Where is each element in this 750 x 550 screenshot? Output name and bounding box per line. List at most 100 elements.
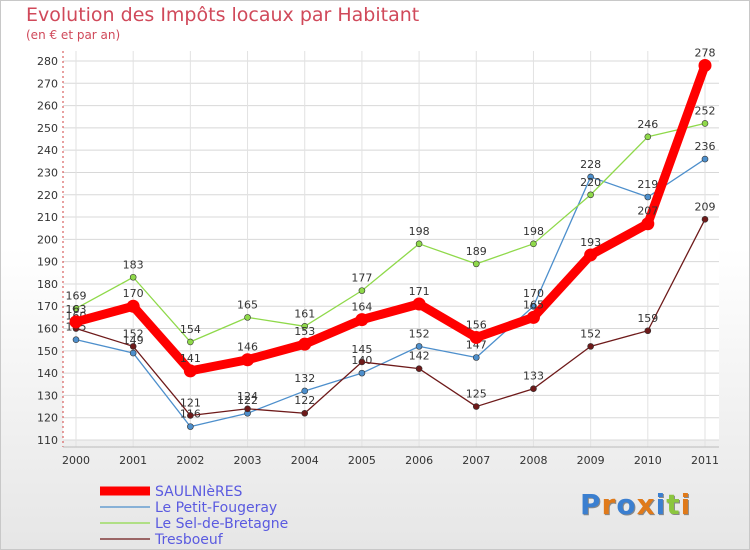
y-tick-label: 190 — [37, 256, 58, 269]
series-line — [75, 122, 706, 343]
data-point — [469, 330, 483, 344]
x-tick-label: 2009 — [577, 454, 605, 467]
series-line — [75, 218, 706, 417]
data-point — [301, 409, 309, 417]
y-tick-label: 130 — [37, 389, 58, 402]
y-tick-label: 260 — [37, 100, 58, 113]
series-tresboeuf: 160152121124122145142125133152159209 — [66, 200, 716, 419]
data-point — [187, 423, 194, 430]
chart-subtitle: (en € et par an) — [26, 28, 121, 42]
data-label: 177 — [351, 272, 372, 285]
data-point — [129, 343, 137, 350]
data-point — [187, 338, 194, 346]
y-tick-label: 280 — [37, 55, 58, 68]
data-label: 142 — [409, 350, 430, 363]
x-tick-label: 2007 — [462, 454, 490, 467]
data-point — [72, 336, 80, 343]
data-point — [644, 133, 652, 141]
data-point — [72, 305, 80, 312]
data-label: 152 — [409, 327, 430, 340]
data-label: 154 — [180, 323, 201, 336]
data-label: 246 — [637, 118, 658, 131]
data-point — [126, 299, 140, 313]
data-point — [701, 155, 709, 163]
x-tick-label: 2000 — [62, 454, 90, 467]
data-label: 156 — [466, 318, 487, 331]
legend-item: Le Sel-de-Bretagne — [100, 516, 288, 532]
data-point — [587, 191, 594, 199]
data-label: 220 — [580, 176, 601, 189]
data-label: 165 — [237, 298, 258, 311]
data-label: 152 — [580, 327, 601, 340]
x-tick-label: 2002 — [176, 454, 204, 467]
y-tick-label: 200 — [37, 233, 58, 246]
legend-label: SAULNIèRES — [155, 484, 243, 500]
data-label: 159 — [637, 312, 658, 325]
legend-item: Tresboeuf — [100, 532, 224, 548]
data-point — [587, 173, 594, 181]
data-label: 152 — [123, 327, 144, 340]
data-point — [698, 58, 712, 72]
x-tick-label: 2008 — [519, 454, 547, 467]
y-tick-label: 250 — [37, 122, 58, 135]
data-point — [644, 327, 652, 335]
y-tick-label: 240 — [37, 144, 58, 157]
data-label: 146 — [237, 341, 258, 354]
data-point — [415, 343, 423, 350]
y-tick-label: 220 — [37, 189, 58, 202]
data-label: 122 — [294, 394, 315, 407]
data-label: 121 — [180, 396, 201, 409]
legend-label: Tresboeuf — [154, 532, 224, 548]
data-point — [415, 365, 423, 372]
data-label: 122 — [237, 394, 258, 407]
y-tick-label: 140 — [37, 367, 58, 380]
x-tick-label: 2011 — [691, 454, 719, 467]
data-point — [69, 315, 83, 329]
proxiti-logo: Proxiti — [580, 488, 692, 521]
data-point — [587, 343, 594, 350]
data-label: 209 — [695, 200, 716, 213]
data-point — [530, 302, 537, 310]
data-label: 125 — [466, 388, 487, 401]
data-point — [701, 215, 709, 223]
data-label: 171 — [409, 285, 430, 298]
data-point — [526, 310, 540, 324]
data-point — [701, 120, 709, 127]
data-label: 163 — [66, 303, 87, 316]
data-point — [472, 403, 480, 410]
data-label: 228 — [580, 158, 601, 171]
data-point — [584, 248, 598, 262]
data-point — [358, 358, 366, 366]
series-le-sel-de-bretagne: 169 183 154 165 161 177 198 189 198 220 246 252 — [66, 104, 716, 346]
data-label: 132 — [294, 372, 315, 385]
y-tick-label: 180 — [37, 278, 58, 291]
data-point — [298, 337, 312, 351]
y-tick-label: 270 — [37, 77, 58, 90]
data-label: 183 — [123, 258, 144, 271]
data-point — [187, 412, 194, 419]
data-point — [355, 313, 369, 327]
y-tick-label: 150 — [37, 345, 58, 358]
x-tick-label: 2006 — [405, 454, 433, 467]
data-label: 133 — [523, 370, 544, 383]
data-label: 219 — [637, 178, 658, 191]
data-point — [129, 349, 137, 357]
data-label: 165 — [523, 298, 544, 311]
legend-label: Le Petit-Fougeray — [155, 500, 277, 516]
data-label: 198 — [523, 225, 544, 238]
data-label: 278 — [695, 46, 716, 59]
y-tick-label: 160 — [37, 323, 58, 336]
x-tick-label: 2005 — [348, 454, 376, 467]
data-point — [301, 322, 309, 330]
data-point — [358, 287, 366, 294]
legend-label: Le Sel-de-Bretagne — [155, 516, 288, 532]
data-point — [530, 385, 537, 393]
data-point — [644, 193, 652, 201]
data-label: 161 — [294, 307, 315, 320]
series-line — [75, 158, 706, 428]
data-point — [412, 297, 426, 311]
data-point — [472, 354, 480, 361]
data-point — [301, 387, 309, 395]
data-label: 169 — [66, 289, 87, 302]
